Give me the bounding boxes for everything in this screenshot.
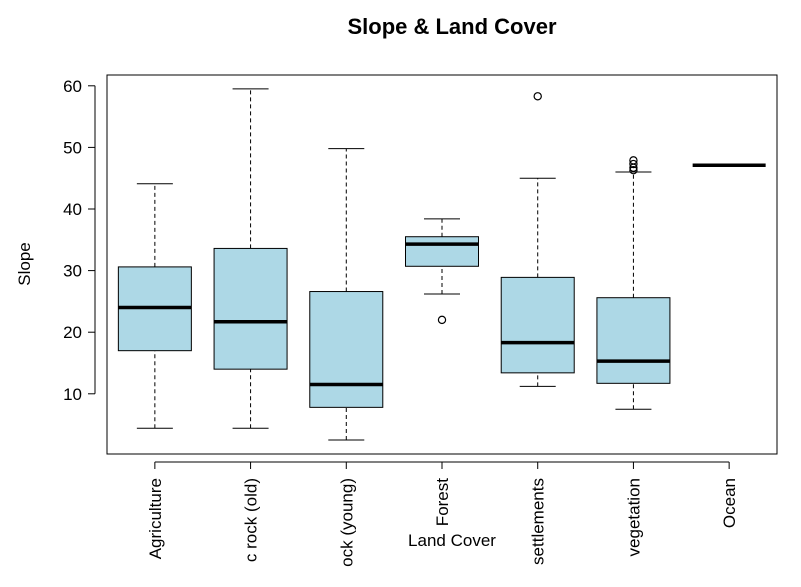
box-2 — [309, 148, 384, 441]
outlier-3-0 — [437, 315, 447, 325]
y-tick-label-10: 10 — [63, 385, 82, 404]
y-tick-label-50: 50 — [63, 138, 82, 157]
iqr-box-4 — [500, 276, 575, 374]
y-axis-label: Slope — [15, 242, 34, 285]
x-axis-label: Land Cover — [408, 531, 496, 550]
x-tick-label-3: Forest — [433, 478, 452, 526]
box-5 — [596, 156, 671, 410]
box-1 — [213, 88, 288, 429]
outlier-5-3 — [629, 156, 638, 165]
box-0 — [117, 183, 192, 429]
x-tick-label-4: settlements — [529, 478, 548, 565]
outlier-5-0 — [629, 165, 638, 175]
iqr-box-1 — [213, 247, 288, 370]
iqr-box-3 — [405, 236, 479, 267]
y-tick-label-20: 20 — [63, 323, 82, 342]
y-tick-label-30: 30 — [63, 262, 82, 281]
x-axis: Agriculture c rock (old) ock (young) Forest… — [146, 461, 739, 567]
x-tick-label-0: Agriculture — [146, 478, 165, 559]
y-tick-label-60: 60 — [63, 77, 82, 96]
x-tick-label-2: ock (young) — [337, 478, 356, 567]
chart-title: Slope & Land Cover — [347, 14, 556, 39]
iqr-box-5 — [596, 297, 671, 384]
outlier-4-0 — [533, 92, 542, 101]
x-tick-label-6: Ocean — [720, 478, 739, 528]
x-tick-label-5: vegetation — [624, 478, 643, 556]
y-axis: 10 20 30 40 50 60 — [63, 77, 96, 404]
boxes-group — [117, 88, 766, 441]
iqr-box-2 — [309, 291, 384, 408]
box-4 — [500, 92, 575, 387]
x-tick-label-1: c rock (old) — [242, 478, 261, 562]
plot-area-frame — [106, 74, 778, 455]
y-tick-label-40: 40 — [63, 200, 82, 219]
box-3 — [405, 218, 479, 325]
outlier-5-2 — [629, 159, 638, 169]
